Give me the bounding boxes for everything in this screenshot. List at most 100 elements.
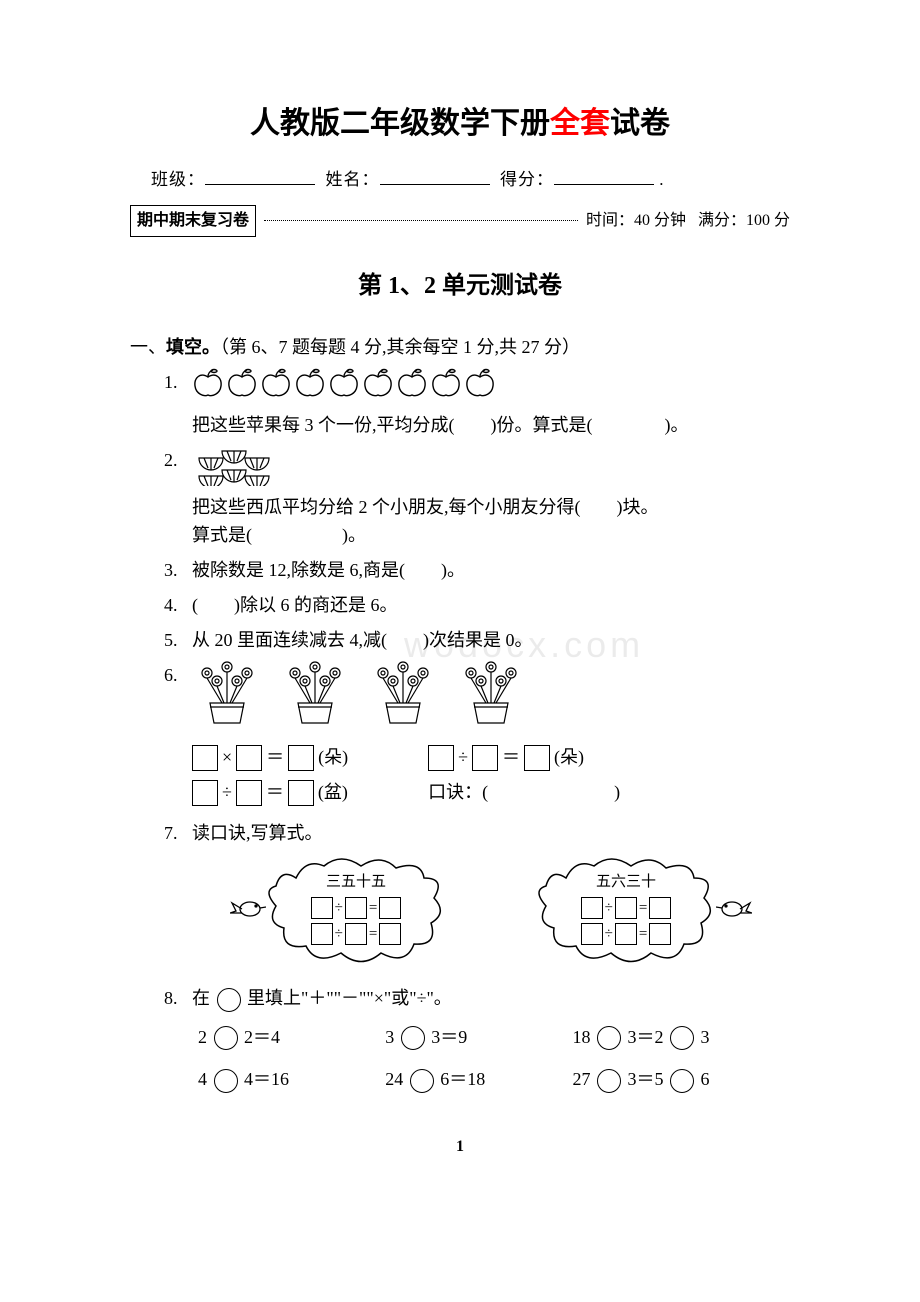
- apple-icon: [192, 368, 224, 398]
- question-list: 1. 把这些苹果每 3 个一份,平均分成( )份。算式是( )。 2. 把这些西…: [130, 368, 790, 1094]
- q6-eq2: ÷＝(盆): [192, 778, 348, 807]
- blank-box[interactable]: [236, 745, 262, 771]
- score-label: 得分：: [500, 170, 554, 189]
- cloud1-eq2: ÷=: [266, 922, 446, 946]
- blank-box[interactable]: [192, 780, 218, 806]
- question-7: 7. 读口诀,写算式。 三五十五 ÷= ÷=: [164, 819, 790, 968]
- q6-eq3: ÷＝(朵): [428, 743, 620, 772]
- flowerpot-icon: [368, 661, 438, 727]
- op-blank[interactable]: [597, 1069, 621, 1093]
- apple-icon: [226, 368, 258, 398]
- cloud1-eq1: ÷=: [266, 896, 446, 920]
- apple-icon: [396, 368, 428, 398]
- apple-icon: [328, 368, 360, 398]
- blank-box[interactable]: [192, 745, 218, 771]
- q3-text: 被除数是 12,除数是 6,商是( )。: [192, 560, 465, 580]
- unit-pot: (盆): [318, 778, 348, 807]
- flower-row: [192, 661, 790, 736]
- op-blank[interactable]: [670, 1026, 694, 1050]
- blank-box[interactable]: [345, 923, 367, 945]
- q5-text: 从 20 里面连续减去 4,减( )次结果是 0。: [192, 630, 533, 650]
- blank-box[interactable]: [581, 923, 603, 945]
- q6-num: 6.: [164, 661, 178, 690]
- op-blank[interactable]: [214, 1026, 238, 1050]
- op-blank[interactable]: [597, 1026, 621, 1050]
- class-blank[interactable]: [205, 168, 315, 185]
- apple-row: [192, 368, 790, 407]
- time-label: 时间：40 分钟: [586, 208, 686, 234]
- blank-box[interactable]: [581, 897, 603, 919]
- score-blank[interactable]: [554, 168, 654, 185]
- q3-num: 3.: [164, 556, 178, 585]
- main-title: 人教版二年级数学下册全套试卷: [130, 100, 790, 148]
- bird-icon: [230, 893, 266, 933]
- q1-num: 1.: [164, 368, 178, 397]
- op-blank[interactable]: [401, 1026, 425, 1050]
- section1-head: 一、填空。（第 6、7 题每题 4 分,其余每空 1 分,共 27 分）: [130, 333, 790, 362]
- unit-flower2: (朵): [554, 743, 584, 772]
- blank-box[interactable]: [311, 897, 333, 919]
- q2-num: 2.: [164, 446, 178, 475]
- question-1: 1. 把这些苹果每 3 个一份,平均分成( )份。算式是( )。: [164, 368, 790, 440]
- blank-box[interactable]: [472, 745, 498, 771]
- title-p1: 人教版二年级数学下册: [250, 107, 550, 140]
- q8-cell-2: 3 3＝9: [385, 1023, 552, 1052]
- blank-box[interactable]: [379, 923, 401, 945]
- q7-text: 读口诀,写算式。: [192, 823, 323, 843]
- q2-text1: 把这些西瓜平均分给 2 个小朋友,每个小朋友分得( )块。: [192, 493, 790, 522]
- cloud1-label: 三五十五: [266, 870, 446, 894]
- op-blank[interactable]: [410, 1069, 434, 1093]
- title-p3: 试卷: [610, 107, 670, 140]
- unit-flower: (朵): [318, 743, 348, 772]
- watermelon-icon: [194, 446, 274, 486]
- koujue-label: 口诀：( ): [428, 778, 620, 807]
- blank-box[interactable]: [524, 745, 550, 771]
- blank-box[interactable]: [615, 923, 637, 945]
- blank-box[interactable]: [236, 780, 262, 806]
- blank-box[interactable]: [379, 897, 401, 919]
- blank-box[interactable]: [345, 897, 367, 919]
- apple-icon: [294, 368, 326, 398]
- name-blank[interactable]: [380, 168, 490, 185]
- unit-title: 第 1、2 单元测试卷: [130, 267, 790, 305]
- cloud2-label: 五六三十: [536, 870, 716, 894]
- q7-num: 7.: [164, 819, 178, 848]
- blank-box[interactable]: [288, 780, 314, 806]
- question-5: 5. 从 20 里面连续减去 4,减( )次结果是 0。 wodocx.com: [164, 626, 790, 655]
- q8-grid: 2 2＝4 3 3＝9 18 3＝2 3 4 4＝16 24 6＝18 27 3…: [192, 1023, 790, 1095]
- cloud-group-2: 五六三十 ÷= ÷=: [536, 858, 752, 968]
- q6-eq1: ×＝(朵): [192, 743, 348, 772]
- flowerpot-icon: [192, 661, 262, 727]
- question-8: 8. 在 里填上"＋""－""×"或"÷"。 2 2＝4 3 3＝9 18 3＝…: [164, 984, 790, 1094]
- q6-koujue: 口诀：( ): [428, 778, 620, 807]
- section1-note: （第 6、7 题每题 4 分,其余每空 1 分,共 27 分）: [220, 337, 580, 357]
- review-tag: 期中期末复习卷: [130, 205, 256, 237]
- blank-box[interactable]: [311, 923, 333, 945]
- blank-box[interactable]: [288, 745, 314, 771]
- q6-equations: ×＝(朵) ÷＝(盆) ÷＝(朵) 口诀：( ): [192, 743, 790, 813]
- q2-text2: 算式是( )。: [192, 521, 790, 550]
- cloud-group-1: 三五十五 ÷= ÷=: [230, 858, 446, 968]
- tag-row: 期中期末复习卷 时间：40 分钟 满分：100 分: [130, 205, 790, 237]
- section1-title: 填空。: [166, 337, 220, 357]
- full-score-label: 满分：100 分: [698, 208, 790, 234]
- blank-box[interactable]: [649, 897, 671, 919]
- cloud-1: 三五十五 ÷= ÷=: [266, 858, 446, 968]
- q8-cell-3: 18 3＝2 3: [573, 1023, 790, 1052]
- op-blank[interactable]: [670, 1069, 694, 1093]
- apple-icon: [260, 368, 292, 398]
- flowerpot-icon: [280, 661, 350, 727]
- circle-icon: [217, 988, 241, 1012]
- blank-box[interactable]: [649, 923, 671, 945]
- blank-box[interactable]: [615, 897, 637, 919]
- watermelon-row: [192, 446, 790, 489]
- dotted-line: [264, 220, 578, 221]
- op-blank[interactable]: [214, 1069, 238, 1093]
- blank-box[interactable]: [428, 745, 454, 771]
- cloud2-inner: 五六三十 ÷= ÷=: [536, 870, 716, 946]
- cloud-2: 五六三十 ÷= ÷=: [536, 858, 716, 968]
- q8-num: 8.: [164, 984, 178, 1013]
- title-red: 全套: [550, 107, 610, 140]
- question-6: 6. ×＝(朵) ÷＝(盆) ÷＝(朵) 口诀：(: [164, 661, 790, 813]
- question-3: 3. 被除数是 12,除数是 6,商是( )。: [164, 556, 790, 585]
